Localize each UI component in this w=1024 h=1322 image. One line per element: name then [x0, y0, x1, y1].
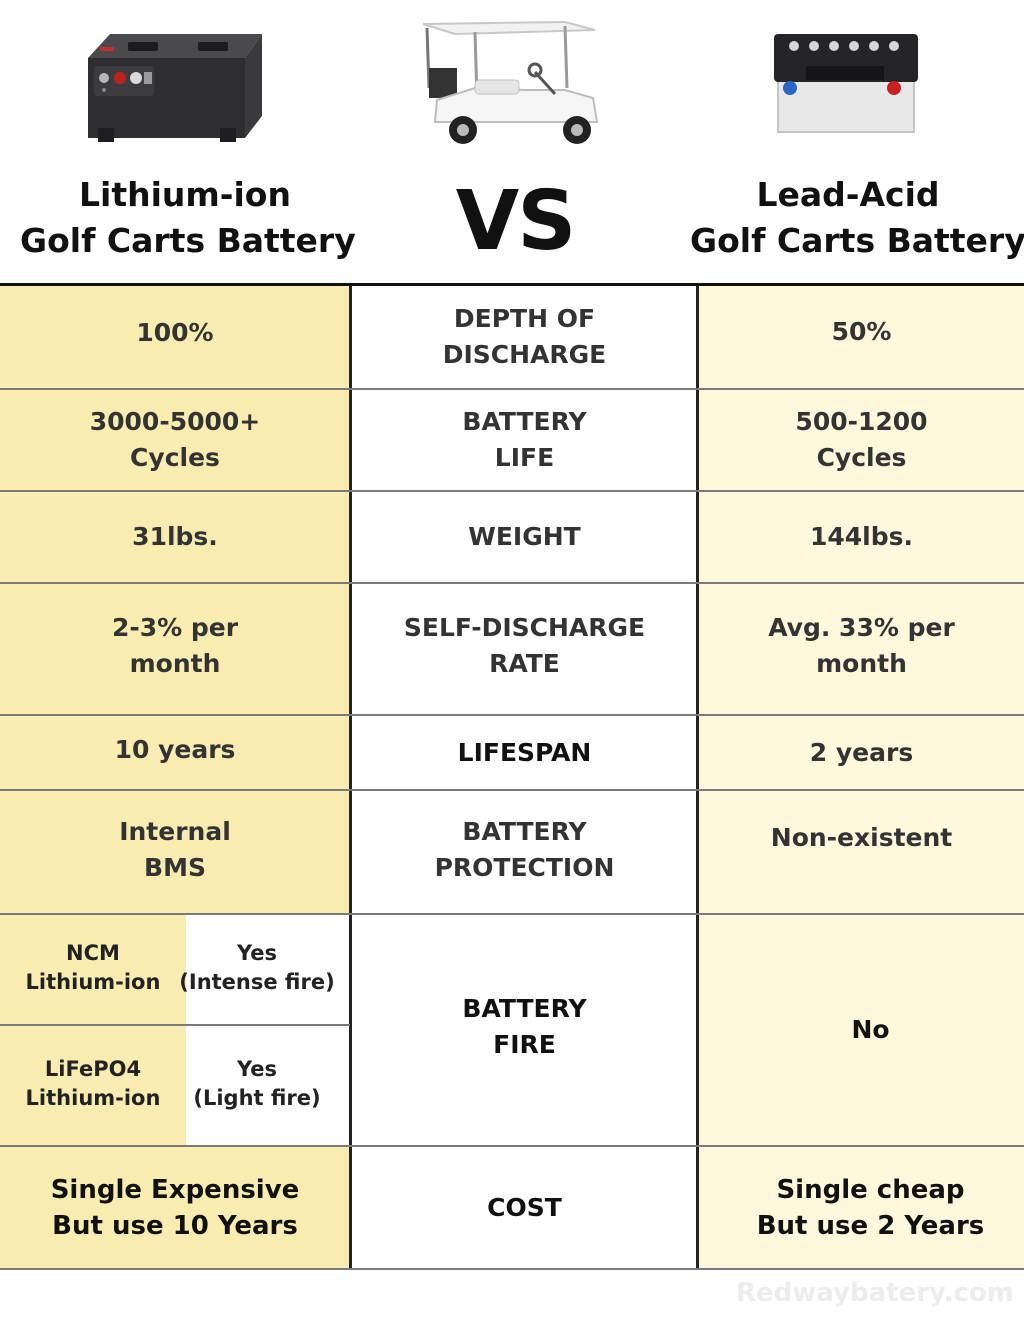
cell-text: LIFESPAN: [457, 737, 592, 767]
cell-text: Cycles: [816, 443, 907, 472]
cell-text: But use 10 Years: [52, 1210, 298, 1241]
watermark: Redwaybatery.com: [736, 1278, 1014, 1308]
cell-text: 3000-5000+: [89, 407, 261, 436]
table-row-fire-ncm-value: Yes (Intense fire): [164, 915, 350, 1024]
table-row-battery-life-lithium: 3000-5000+ Cycles: [0, 390, 350, 490]
cell-text: RATE: [489, 649, 560, 678]
fire-sub-row-divider: [0, 1024, 350, 1026]
lead-acid-title-line-2: Golf Carts Battery: [690, 221, 1024, 260]
cell-text: (Light fire): [193, 1085, 321, 1110]
row-divider: [0, 714, 1024, 716]
lead-acid-battery-image: [774, 34, 918, 133]
cell-text: No: [851, 1015, 890, 1044]
cell-text: 100%: [136, 318, 214, 347]
cell-text: 50%: [831, 317, 892, 346]
cell-text: Internal: [119, 817, 231, 846]
cell-text: Single cheap: [776, 1174, 965, 1205]
cell-text: 500-1200: [795, 407, 928, 436]
table-bottom-border: [0, 1268, 1024, 1270]
cell-text: Yes: [236, 1056, 278, 1081]
table-row-weight-lithium: 31lbs.: [0, 492, 350, 582]
cell-text: NCM: [66, 940, 120, 965]
cell-text: Yes: [236, 940, 277, 965]
golf-cart-image: [422, 20, 599, 144]
lithium-ion-title: Lithium-ion Golf Carts Battery: [20, 172, 356, 264]
cell-text: DEPTH OF: [453, 304, 596, 333]
table-row-fire-lifepo4-value: Yes (Light fire): [164, 1026, 350, 1145]
lithium-ion-title-line-1: Lithium-ion: [79, 175, 291, 214]
lithium-ion-title-line-2: Golf Carts Battery: [20, 221, 356, 260]
table-row-battery-life-label: BATTERY LIFE: [353, 390, 696, 490]
table-row-fire-lifepo4-type: LiFePO4 Lithium-ion: [0, 1026, 186, 1145]
comparison-header: Lithium-ion Golf Carts Battery VS Lead-A…: [0, 0, 1024, 284]
cell-text: COST: [487, 1192, 562, 1222]
cell-text: FIRE: [493, 1030, 556, 1059]
cell-text: But use 2 Years: [756, 1210, 985, 1241]
row-divider: [0, 913, 1024, 915]
cell-text: LIFE: [494, 443, 555, 472]
row-divider: [0, 388, 1024, 390]
lead-acid-title: Lead-Acid Golf Carts Battery: [690, 172, 1024, 264]
table-row-self-discharge-label: SELF-DISCHARGE RATE: [353, 584, 696, 714]
table-row-battery-protection-lithium: Internal BMS: [0, 791, 350, 913]
table-row-depth-of-discharge-lithium: 100%: [0, 286, 350, 388]
cell-text: 2-3% per: [111, 613, 239, 642]
vs-label: VS: [455, 174, 577, 269]
cell-text: BATTERY: [462, 994, 587, 1023]
cell-text: month: [129, 649, 221, 678]
cell-text: Lithium-ion: [25, 1085, 161, 1110]
cell-text: DISCHARGE: [442, 340, 607, 369]
cell-text: 10 years: [114, 734, 236, 764]
cell-text: Lithium-ion: [25, 969, 161, 994]
lead-acid-title-line-1: Lead-Acid: [756, 175, 940, 214]
table-row-fire-ncm-type: NCM Lithium-ion: [0, 915, 186, 1024]
table-row-battery-fire-label: BATTERY FIRE: [353, 915, 696, 1145]
table-row-cost-label: COST: [353, 1147, 696, 1268]
table-row-lifespan-lead-acid: 2 years: [699, 716, 1024, 789]
cell-text: Cycles: [130, 443, 220, 472]
cell-text: 31lbs.: [132, 522, 218, 551]
cell-text: LiFePO4: [44, 1056, 142, 1081]
cell-text: WEIGHT: [468, 522, 581, 551]
table-row-lifespan-lithium: 10 years: [0, 716, 350, 789]
table-row-self-discharge-lead-acid: Avg. 33% per month: [699, 584, 1024, 714]
table-top-border: [0, 283, 1024, 286]
cell-text: (Intense fire): [179, 969, 335, 994]
cell-text: Single Expensive: [50, 1174, 300, 1205]
cell-text: BATTERY: [462, 817, 587, 846]
lithium-battery-image: [88, 34, 262, 142]
column-divider-left: [349, 286, 352, 1270]
table-row-weight-label: WEIGHT: [353, 492, 696, 582]
table-row-weight-lead-acid: 144lbs.: [699, 492, 1024, 582]
table-row-cost-lithium: Single Expensive But use 10 Years: [0, 1147, 350, 1268]
row-divider: [0, 789, 1024, 791]
table-row-lifespan-label: LIFESPAN: [353, 716, 696, 789]
cell-text: Non-existent: [770, 823, 953, 852]
row-divider: [0, 1145, 1024, 1147]
table-row-battery-protection-label: BATTERY PROTECTION: [353, 791, 696, 913]
table-row-battery-fire-lead-acid: No: [699, 915, 1024, 1145]
cell-text: month: [816, 649, 907, 678]
table-row-battery-life-lead-acid: 500-1200 Cycles: [699, 390, 1024, 490]
table-row-cost-lead-acid: Single cheap But use 2 Years: [699, 1147, 1024, 1268]
row-divider: [0, 490, 1024, 492]
table-row-battery-protection-lead-acid: Non-existent: [699, 791, 1024, 913]
cell-text: BMS: [144, 853, 206, 882]
table-row-depth-of-discharge-label: DEPTH OF DISCHARGE: [353, 286, 696, 388]
cell-text: SELF-DISCHARGE: [403, 613, 646, 642]
table-row-self-discharge-lithium: 2-3% per month: [0, 584, 350, 714]
cell-text: PROTECTION: [434, 853, 615, 882]
cell-text: Avg. 33% per: [768, 613, 955, 642]
cell-text: 2 years: [809, 737, 914, 767]
table-row-depth-of-discharge-lead-acid: 50%: [699, 286, 1024, 388]
column-divider-right: [696, 286, 699, 1270]
cell-text: BATTERY: [462, 407, 587, 436]
row-divider: [0, 582, 1024, 584]
cell-text: 144lbs.: [809, 522, 914, 551]
